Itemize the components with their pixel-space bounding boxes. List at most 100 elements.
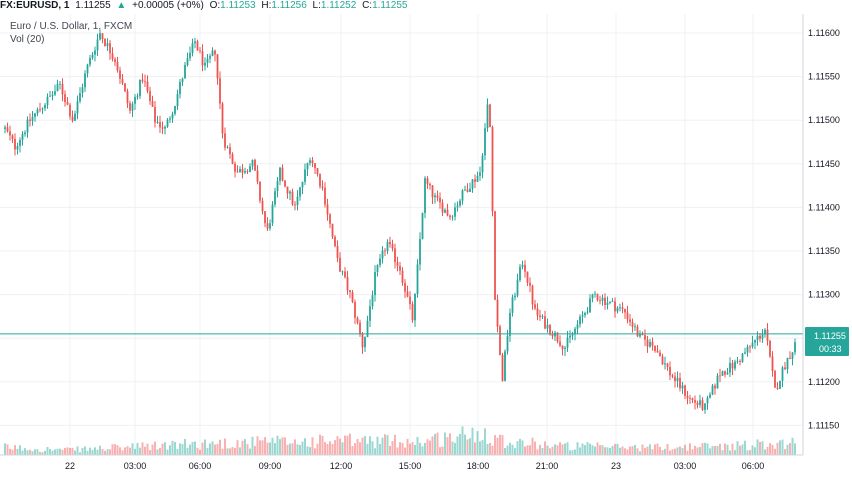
candle-body xyxy=(624,309,626,313)
candle-body xyxy=(289,191,291,194)
candle-body xyxy=(569,335,571,338)
volume-bar xyxy=(394,434,396,455)
candle-body xyxy=(529,282,531,286)
price-tick-label: 1.11450 xyxy=(808,159,840,169)
volume-bar xyxy=(634,444,636,455)
candle-body xyxy=(156,122,159,123)
candle-body xyxy=(164,126,166,129)
candle-body xyxy=(516,280,519,296)
candle-body xyxy=(14,138,16,150)
candle-body xyxy=(316,168,319,175)
candle-body xyxy=(614,301,616,312)
volume-bar xyxy=(101,449,104,455)
candle-body xyxy=(721,371,724,376)
volume-bar xyxy=(254,446,256,455)
volume-bar xyxy=(206,447,209,455)
candle-body xyxy=(301,181,304,188)
volume-bar xyxy=(629,446,631,455)
candle-body xyxy=(499,326,501,355)
volume-bar xyxy=(236,440,239,455)
price-badge-countdown: 00:33 xyxy=(819,344,842,354)
time-tick-label: 12:00 xyxy=(330,461,353,471)
volume-bar xyxy=(429,440,431,455)
volume-bar xyxy=(596,442,599,455)
volume-legend[interactable]: Vol (20) xyxy=(10,34,45,45)
volume-bar xyxy=(784,449,786,455)
volume-bar xyxy=(214,444,216,455)
volume-bar xyxy=(334,440,336,455)
time-tick-label: 18:00 xyxy=(467,461,490,471)
open-label: O: xyxy=(209,0,221,11)
volume-bar xyxy=(366,443,369,455)
candle-body xyxy=(51,94,54,96)
candle-body xyxy=(326,204,329,215)
volume-bar xyxy=(479,441,481,455)
candle-body xyxy=(669,366,671,376)
volume-bar xyxy=(544,441,546,455)
volume-bar xyxy=(579,447,581,455)
candle-body xyxy=(216,54,219,79)
volume-bar xyxy=(129,447,131,455)
candle-body xyxy=(254,159,256,171)
volume-bar xyxy=(291,443,294,455)
candle-body xyxy=(549,324,551,335)
candle-body xyxy=(294,204,296,206)
volume-bar xyxy=(356,439,359,455)
candle-body xyxy=(686,396,689,399)
volume-bar xyxy=(714,446,716,455)
candle-body xyxy=(336,246,339,258)
volume-bar xyxy=(456,436,459,455)
candle-body xyxy=(609,301,611,303)
candle-body xyxy=(436,195,439,198)
volume-bar xyxy=(424,442,426,455)
volume-bar xyxy=(489,442,491,455)
candle-body xyxy=(379,258,381,266)
candle-body xyxy=(749,346,751,348)
candle-body xyxy=(346,277,349,291)
candle-body xyxy=(146,81,149,92)
volume-bar xyxy=(181,444,184,455)
volume-bar xyxy=(499,434,501,455)
candle-body xyxy=(376,265,379,273)
volume-bar xyxy=(226,448,229,455)
volume-bar xyxy=(66,447,69,455)
candle-body xyxy=(264,211,266,224)
candle-body xyxy=(494,211,496,300)
volume-bar xyxy=(519,438,521,455)
volume-bar xyxy=(154,441,156,455)
candle-body xyxy=(74,113,76,121)
volume-bar xyxy=(114,444,116,455)
candle-body xyxy=(121,78,124,84)
volume-bar xyxy=(216,444,219,455)
volume-bar xyxy=(669,450,671,455)
candle-body xyxy=(736,361,739,362)
candle-body xyxy=(351,292,354,302)
candle-body xyxy=(449,215,451,218)
candle-body xyxy=(219,78,221,104)
symbol-label[interactable]: FX:EURUSD, 1 xyxy=(0,0,70,11)
volume-bar xyxy=(749,450,751,455)
candle-body xyxy=(651,341,654,346)
volume-bar xyxy=(451,441,454,455)
volume-bar xyxy=(419,442,421,455)
volume-bar xyxy=(751,445,754,455)
candle-body xyxy=(386,241,389,252)
candle-body xyxy=(439,197,441,203)
volume-bar xyxy=(41,452,44,455)
candle-body xyxy=(531,285,534,305)
price-tick-label: 1.11300 xyxy=(808,290,840,300)
volume-bar xyxy=(151,444,154,455)
candle-body xyxy=(526,271,529,283)
candle-body xyxy=(419,238,421,265)
volume-bar xyxy=(511,444,514,455)
candle-body xyxy=(191,43,194,54)
volume-bar xyxy=(781,439,784,455)
volume-bar xyxy=(639,451,641,455)
volume-bar xyxy=(184,439,186,455)
candle-body xyxy=(519,266,521,281)
candle-body xyxy=(544,316,546,329)
volume-bar xyxy=(126,446,129,455)
candle-body xyxy=(194,41,196,44)
volume-bar xyxy=(229,448,231,455)
